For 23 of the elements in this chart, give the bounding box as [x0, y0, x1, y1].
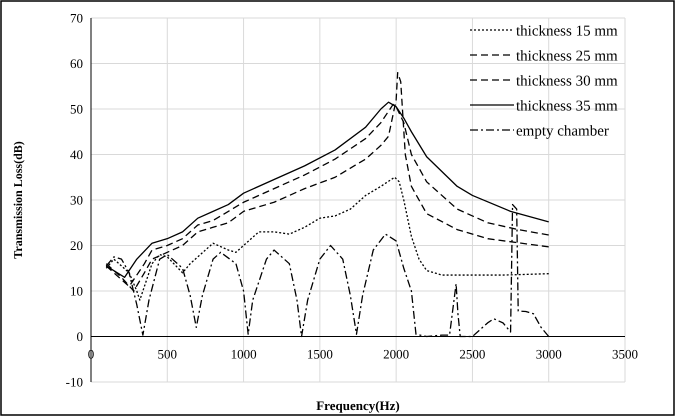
legend-label: thickness 35 mm: [516, 98, 618, 114]
y-tick-label: 60: [70, 56, 83, 72]
legend-label: thickness 15 mm: [516, 23, 618, 40]
y-axis-title: Transmission Loss(dB): [11, 141, 25, 259]
y-tick-label: -10: [66, 374, 83, 390]
x-tick-label: 2000: [383, 346, 410, 362]
y-tick-label: 20: [70, 238, 83, 254]
x-tick-label: 3500: [612, 346, 638, 362]
y-tick-label: 50: [70, 102, 83, 117]
x-tick-label: 1500: [306, 346, 333, 362]
y-tick-label: 40: [70, 147, 83, 162]
y-tick-label: 70: [70, 10, 83, 26]
x-tick-label: 2500: [459, 346, 486, 362]
x-tick-label: 3000: [536, 346, 562, 362]
legend-label: thickness 30 mm: [516, 73, 618, 90]
legend-label: thickness 25 mm: [516, 48, 618, 64]
y-tick-label: 0: [76, 329, 83, 344]
x-axis-title: Frequency(Hz): [316, 398, 400, 413]
y-tick-label: 10: [70, 284, 83, 299]
x-tick-label: 1000: [230, 346, 257, 362]
x-tick-label: 500: [158, 346, 178, 362]
legend-label: empty chamber: [516, 123, 609, 140]
y-tick-label: 30: [70, 192, 83, 208]
